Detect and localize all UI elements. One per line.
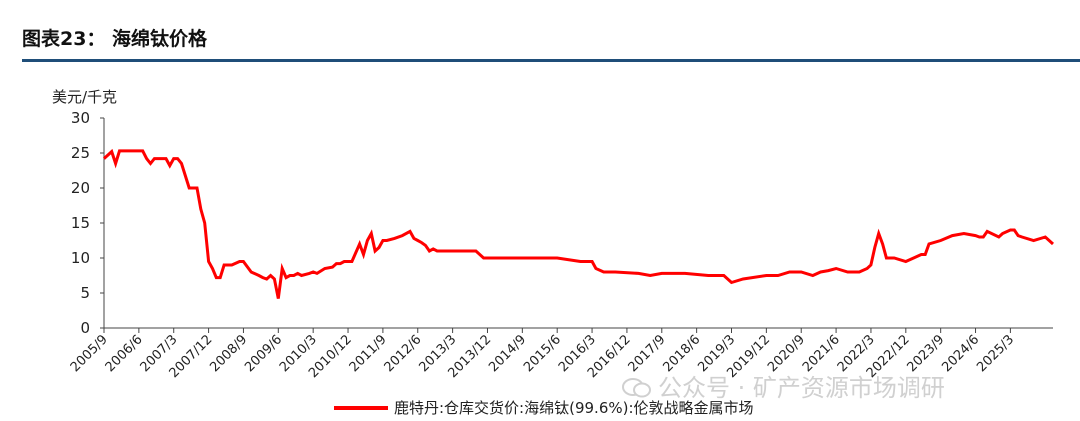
- x-tick-label: 2006/6: [103, 332, 146, 375]
- legend-label: 鹿特丹:仓库交货价:海绵钛(99.6%):伦敦战略金属市场: [394, 399, 754, 417]
- y-axis-label: 美元/千克: [52, 88, 117, 106]
- y-tick-label: 25: [71, 144, 90, 162]
- y-tick-label: 5: [80, 284, 90, 302]
- y-tick-label: 15: [71, 214, 90, 232]
- x-tick-label: 2015/6: [521, 332, 564, 375]
- watermark-text: 公众号 · 矿产资源市场调研: [658, 374, 945, 402]
- y-tick-label: 30: [71, 109, 90, 127]
- y-tick-label: 0: [80, 319, 90, 337]
- x-tick-label: 2024/6: [939, 332, 982, 375]
- figure-title: 图表23： 海绵钛价格: [22, 28, 208, 50]
- x-tick-label: 2012/6: [382, 332, 425, 375]
- y-tick-label: 10: [71, 249, 90, 267]
- watermark: 公众号 · 矿产资源市场调研: [622, 368, 945, 403]
- x-tick-label: 2011/9: [347, 332, 390, 375]
- line-chart: 美元/千克0510152025302005/92006/62007/32007/…: [52, 88, 1055, 417]
- x-tick-label: 2005/9: [68, 332, 111, 375]
- x-tick-label: 2008/9: [207, 332, 250, 375]
- header-rule: [22, 59, 1080, 62]
- series-line-0: [102, 148, 1055, 299]
- figure-header: 图表23： 海绵钛价格: [0, 0, 1080, 62]
- x-tick-label: 2009/6: [242, 332, 285, 375]
- x-tick-label: 2025/3: [974, 332, 1017, 375]
- wechat-icon: [622, 378, 651, 398]
- y-tick-label: 20: [71, 179, 90, 197]
- x-tick-label: 2014/9: [486, 332, 529, 375]
